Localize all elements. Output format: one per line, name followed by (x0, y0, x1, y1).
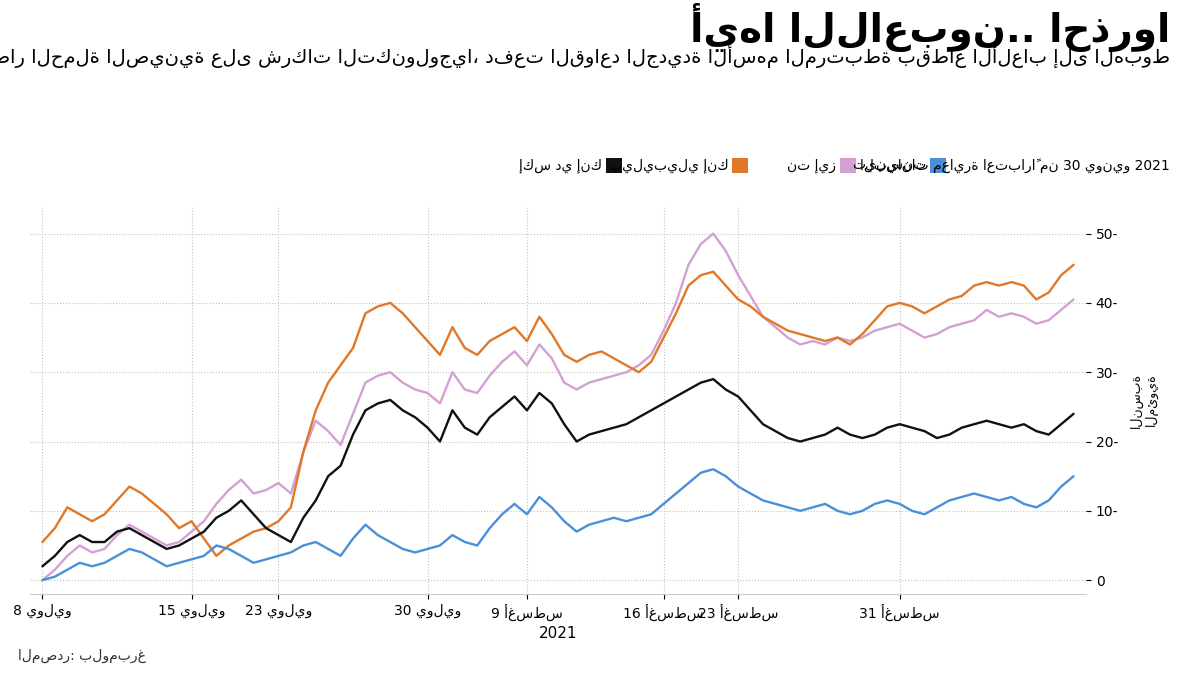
Text: أيها اللاعبون.. احذروا: أيها اللاعبون.. احذروا (690, 3, 1170, 53)
Text: نت إيز: نت إيز (787, 158, 836, 173)
Text: تينسنت: تينسنت (852, 159, 926, 172)
Text: بيليبيلي إنك: بيليبيلي إنك (608, 158, 728, 173)
Text: النسبة
المئوية: النسبة المئوية (1130, 373, 1158, 427)
Text: في إطار الحملة الصينية على شركات التكنولوجيا، دفعت القواعد الجديدة الأسهم المرتب: في إطار الحملة الصينية على شركات التكنول… (0, 44, 1170, 68)
X-axis label: 2021: 2021 (539, 626, 577, 641)
Text: إكس دي إنك: إكس دي إنك (520, 158, 602, 173)
Text: المصدر: بلومبرغ: المصدر: بلومبرغ (18, 649, 146, 663)
Text: البيانات معايرة اعتباراً من 30 يونيو 2021: البيانات معايرة اعتباراً من 30 يونيو 202… (860, 158, 1170, 173)
